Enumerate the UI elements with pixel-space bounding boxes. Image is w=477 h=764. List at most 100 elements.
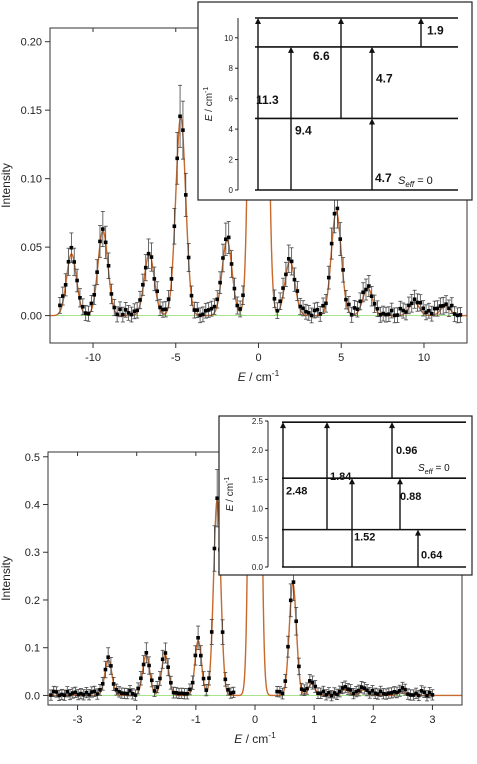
data-point — [139, 676, 143, 681]
data-point — [395, 690, 399, 695]
data-point — [141, 662, 146, 667]
y-tick-label: 0.4 — [25, 500, 40, 512]
x-axis-label-var: E — [238, 370, 247, 384]
spin-state-label-symbol: S — [398, 175, 406, 187]
data-point — [198, 313, 202, 318]
data-point — [117, 690, 121, 694]
data-point — [109, 292, 114, 296]
data-point — [400, 686, 405, 690]
data-point — [132, 309, 137, 314]
y-tick-label: 0.5 — [25, 452, 40, 464]
data-point — [275, 308, 280, 313]
data-point — [351, 691, 356, 696]
transition-arrowhead — [415, 529, 421, 536]
data-point — [146, 251, 151, 256]
data-point — [375, 306, 380, 311]
data-point — [129, 312, 134, 317]
data-point — [141, 282, 145, 287]
data-point — [414, 691, 418, 696]
inset-y-axis-label-sep: / cm — [204, 93, 215, 115]
data-point — [419, 689, 424, 693]
inset-y-axis-label: E / cm-1 — [224, 477, 236, 512]
data-point — [398, 306, 403, 311]
data-point — [427, 308, 431, 313]
data-point — [138, 298, 142, 302]
data-point — [352, 306, 357, 310]
data-point — [444, 302, 448, 307]
data-point — [215, 297, 220, 302]
data-point — [452, 312, 457, 316]
data-point — [389, 691, 394, 695]
y-tick-label: 0.20 — [21, 37, 42, 49]
transition-arrowhead — [397, 478, 403, 485]
data-point — [221, 256, 225, 260]
data-point — [348, 688, 353, 692]
data-point — [288, 598, 293, 603]
data-point — [327, 275, 331, 280]
data-point — [232, 286, 237, 291]
data-point — [160, 657, 165, 662]
data-point — [308, 679, 312, 683]
inset-y-tick-label: 2 — [229, 156, 234, 165]
data-point — [161, 307, 165, 312]
transition-arrowhead — [369, 118, 375, 125]
data-point — [458, 313, 463, 317]
data-point — [298, 304, 302, 309]
data-point — [344, 297, 348, 302]
data-point — [83, 311, 88, 315]
data-point — [280, 691, 285, 696]
data-point — [204, 308, 208, 313]
data-point — [109, 664, 113, 668]
y-tick-label: 0.10 — [21, 174, 42, 186]
data-point — [81, 304, 85, 309]
inset-y-tick-label: 6 — [229, 95, 234, 104]
data-point — [346, 687, 350, 691]
data-point — [201, 312, 205, 317]
data-point — [65, 689, 70, 694]
data-point — [72, 260, 77, 264]
data-point — [447, 306, 451, 311]
data-point — [338, 237, 343, 241]
data-point — [324, 301, 328, 306]
data-point — [189, 293, 194, 298]
data-point — [178, 114, 182, 119]
data-point — [373, 691, 378, 696]
data-point — [106, 655, 110, 659]
inset-energy-diagram: 0.0 0.5 1.0 1.5 2.0 2.5 E / cm-1 0.64 1.52 2.48 0.… — [218, 415, 473, 576]
data-point — [144, 651, 149, 655]
data-point — [201, 676, 206, 681]
data-point — [57, 693, 61, 698]
data-point — [318, 691, 323, 696]
data-point — [204, 688, 209, 692]
data-point — [378, 313, 383, 317]
data-point — [387, 312, 391, 316]
y-tick-label: 0.2 — [25, 595, 40, 607]
data-point — [73, 690, 78, 695]
data-point — [408, 693, 413, 697]
data-point — [60, 294, 65, 298]
y-tick-label: 0.1 — [25, 643, 40, 655]
transition-arrowhead — [369, 46, 375, 53]
data-point — [66, 259, 71, 264]
data-point — [302, 688, 307, 692]
data-point — [361, 290, 365, 295]
data-point — [354, 689, 358, 694]
data-point — [401, 308, 405, 313]
data-point — [397, 688, 402, 693]
data-point — [349, 312, 354, 317]
data-point — [172, 224, 177, 229]
data-point — [175, 156, 180, 161]
x-tick-label: 3 — [429, 714, 435, 726]
data-point — [54, 690, 59, 694]
data-point — [272, 296, 277, 301]
inset-box — [197, 1, 473, 201]
data-point — [286, 257, 291, 261]
x-axis-label-var: E — [234, 732, 243, 746]
data-point — [133, 693, 138, 697]
inset-y-axis-label-sep: / cm — [225, 483, 236, 505]
y-tick-label: 0.3 — [25, 547, 40, 559]
data-point — [100, 681, 105, 686]
inset-y-tick-label: 0.5 — [252, 534, 264, 543]
inset-y-tick-label: 2.0 — [252, 446, 264, 455]
